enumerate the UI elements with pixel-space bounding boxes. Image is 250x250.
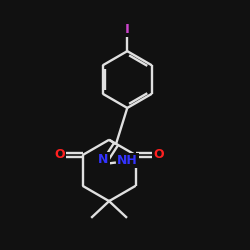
Text: O: O xyxy=(154,148,164,161)
Text: NH: NH xyxy=(117,154,138,167)
Text: I: I xyxy=(125,23,130,36)
Text: N: N xyxy=(98,153,108,166)
Text: O: O xyxy=(54,148,65,161)
